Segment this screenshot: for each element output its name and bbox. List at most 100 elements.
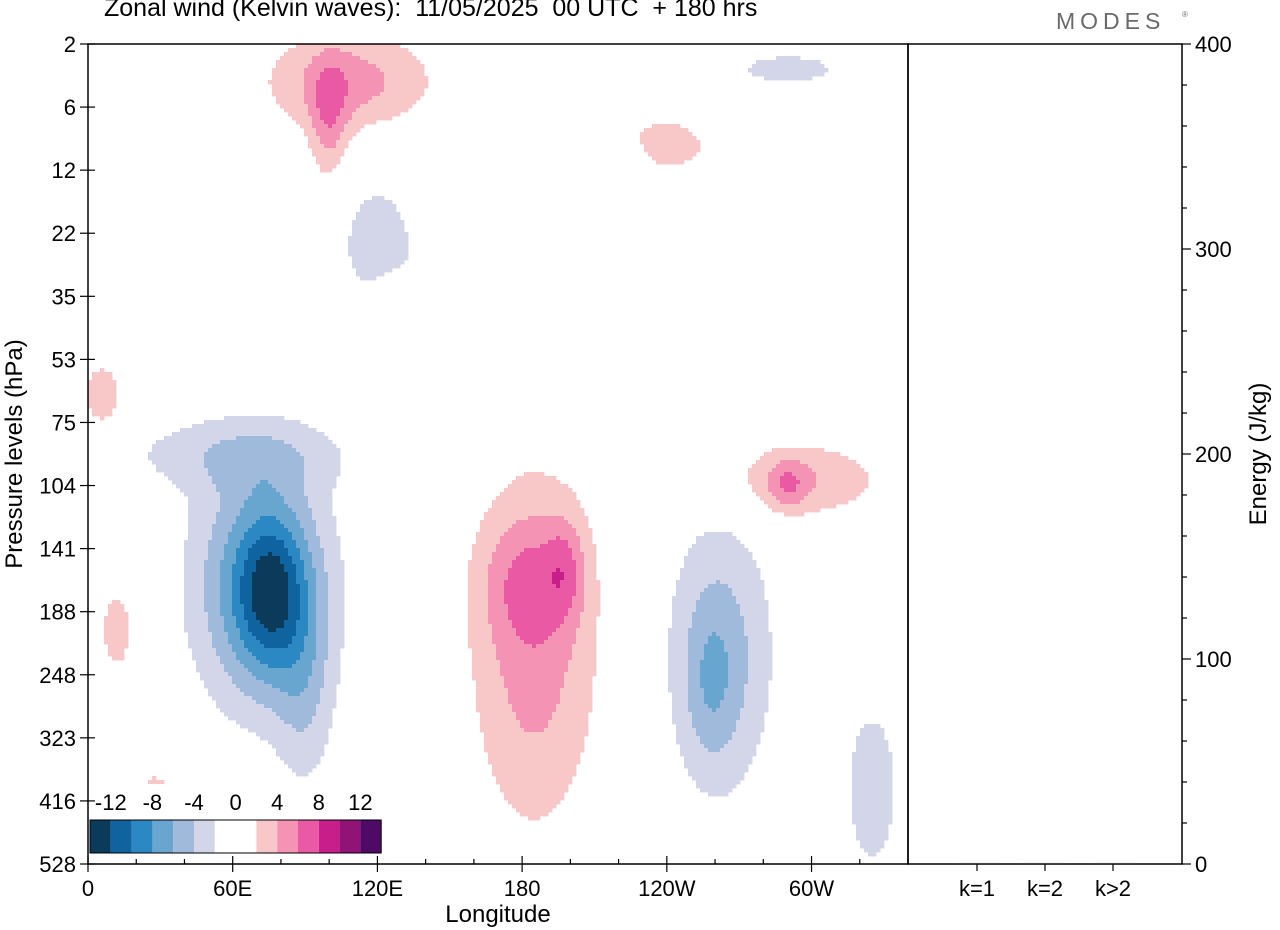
wind-cell (228, 704, 233, 709)
wind-cell (264, 612, 269, 617)
wind-cell (480, 656, 485, 661)
wind-cell (244, 712, 249, 717)
wind-cell (336, 92, 341, 97)
wind-cell (484, 696, 489, 701)
wind-cell (512, 544, 517, 549)
wind-cell (316, 132, 321, 137)
wind-cell (108, 384, 113, 389)
wind-cell (232, 520, 237, 525)
wind-cell (292, 764, 297, 769)
wind-cell (384, 216, 389, 221)
wind-cell (492, 504, 497, 509)
wind-cell (276, 724, 281, 729)
wind-cell (268, 452, 273, 457)
wind-cell (240, 528, 245, 533)
wind-cell (504, 552, 509, 557)
wind-cell (372, 260, 377, 265)
wind-cell (344, 120, 349, 125)
wind-cell (308, 48, 313, 53)
wind-cell (188, 488, 193, 493)
wind-cell (280, 476, 285, 481)
wind-cell (272, 552, 277, 557)
wind-cell (496, 692, 501, 697)
wind-cell (196, 528, 201, 533)
wind-cell (368, 220, 373, 225)
wind-cell (332, 568, 337, 573)
wind-cell (312, 660, 317, 665)
wind-cell (292, 664, 297, 669)
wind-cell (264, 432, 269, 437)
wind-cell (260, 512, 265, 517)
wind-cell (288, 432, 293, 437)
wind-cell (284, 556, 289, 561)
wind-cell (252, 456, 257, 461)
wind-cell (184, 600, 189, 605)
wind-cell (220, 688, 225, 693)
wind-cell (300, 64, 305, 69)
wind-cell (316, 448, 321, 453)
wind-cell (112, 632, 117, 637)
wind-cell (120, 624, 125, 629)
wind-cell (312, 604, 317, 609)
wind-cell (208, 448, 213, 453)
wind-cell (396, 256, 401, 261)
wind-cell (288, 576, 293, 581)
wind-cell (216, 472, 221, 477)
wind-cell (484, 728, 489, 733)
wind-cell (336, 632, 341, 637)
wind-cell (288, 500, 293, 505)
wind-cell (260, 600, 265, 605)
wind-cell (284, 52, 289, 57)
wind-cell (240, 472, 245, 477)
wind-cell (500, 752, 505, 757)
wind-cell (308, 68, 313, 73)
wind-cell (380, 208, 385, 213)
wind-cell (212, 612, 217, 617)
wind-cell (264, 532, 269, 537)
wind-cell (304, 500, 309, 505)
wind-cell (488, 600, 493, 605)
wind-cell (116, 616, 121, 621)
wind-cell (224, 628, 229, 633)
wind-cell (388, 104, 393, 109)
wind-cell (320, 444, 325, 449)
wind-cell (316, 456, 321, 461)
wind-cell (292, 92, 297, 97)
wind-cell (328, 44, 333, 49)
wind-cell (184, 436, 189, 441)
wind-cell (300, 744, 305, 749)
wind-cell (512, 508, 517, 513)
wind-cell (176, 432, 181, 437)
wind-cell (228, 488, 233, 493)
wind-cell (228, 424, 233, 429)
wind-cell (312, 536, 317, 541)
wind-cell (372, 208, 377, 213)
wind-cell (316, 592, 321, 597)
wind-cell (376, 100, 381, 105)
wind-cell (372, 220, 377, 225)
wind-cell (308, 544, 313, 549)
wind-cell (288, 636, 293, 641)
wind-cell (308, 536, 313, 541)
wind-cell (332, 692, 337, 697)
wind-cell (280, 100, 285, 105)
wind-cell (116, 648, 121, 653)
wind-cell (220, 684, 225, 689)
wind-cell (496, 768, 501, 773)
wind-cell (264, 440, 269, 445)
wind-cell (332, 592, 337, 597)
wind-cell (272, 488, 277, 493)
wind-cell (336, 76, 341, 81)
wind-cell (100, 400, 105, 405)
wind-cell (484, 596, 489, 601)
wind-cell (192, 468, 197, 473)
wind-cell (268, 660, 273, 665)
wind-cell (272, 648, 277, 653)
wind-cell (392, 252, 397, 257)
wind-cell (480, 724, 485, 729)
wind-cell (284, 736, 289, 741)
wind-cell (364, 276, 369, 281)
wind-cell (472, 596, 477, 601)
wind-cell (168, 472, 173, 477)
wind-cell (368, 120, 373, 125)
